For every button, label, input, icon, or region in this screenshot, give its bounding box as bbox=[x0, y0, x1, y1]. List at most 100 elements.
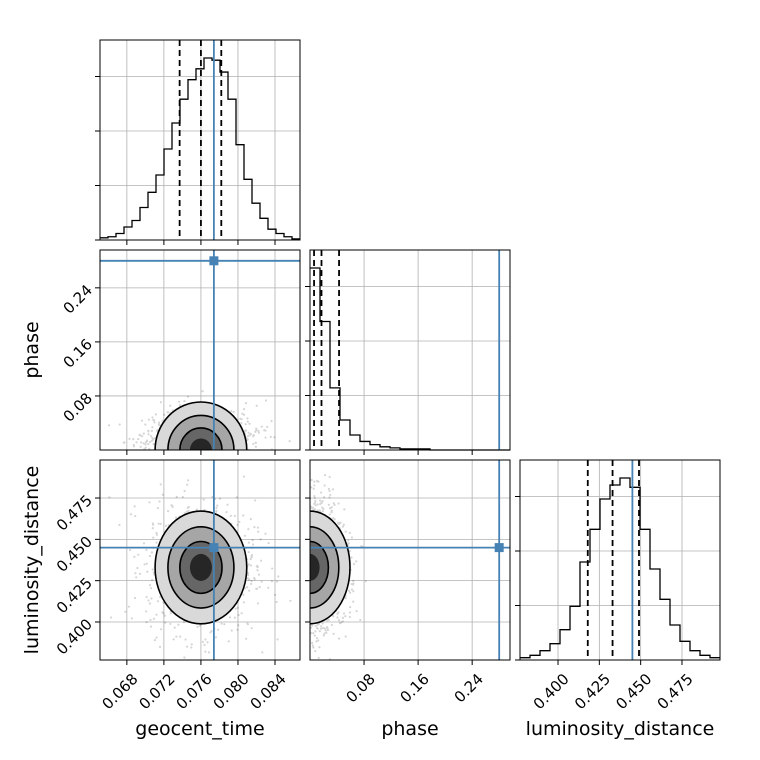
sample-point bbox=[202, 498, 205, 501]
sample-point bbox=[152, 536, 155, 539]
sample-point bbox=[143, 563, 146, 566]
sample-point bbox=[215, 506, 218, 510]
sample-point bbox=[350, 536, 354, 539]
sample-point bbox=[348, 615, 351, 619]
sample-point bbox=[128, 437, 131, 440]
sample-point bbox=[248, 422, 251, 425]
sample-point bbox=[337, 522, 340, 525]
x-tick-label: 0.08 bbox=[342, 670, 378, 706]
sample-point bbox=[240, 612, 243, 615]
sample-point bbox=[256, 565, 260, 569]
sample-point bbox=[256, 602, 260, 605]
sample-point bbox=[181, 495, 184, 499]
sample-point bbox=[142, 542, 146, 545]
sample-point bbox=[129, 513, 133, 516]
sample-point bbox=[153, 421, 156, 424]
x-axis-label: geocent_time bbox=[135, 718, 264, 740]
sample-point bbox=[316, 626, 319, 630]
x-tick-label: 0.475 bbox=[654, 670, 697, 713]
sample-point bbox=[249, 517, 252, 521]
sample-point bbox=[238, 520, 241, 523]
sample-point bbox=[328, 489, 331, 492]
density-contour bbox=[179, 540, 223, 595]
sample-point bbox=[317, 480, 320, 483]
sample-point bbox=[276, 638, 279, 641]
sample-point bbox=[183, 489, 186, 493]
sample-point bbox=[207, 651, 211, 654]
sample-point bbox=[171, 667, 173, 669]
sample-point bbox=[150, 439, 153, 442]
sample-point bbox=[158, 424, 161, 427]
sample-point bbox=[153, 639, 157, 642]
sample-point bbox=[233, 616, 236, 619]
density-blob bbox=[189, 553, 212, 581]
sample-point bbox=[174, 516, 178, 519]
sample-point bbox=[246, 420, 249, 423]
sample-point bbox=[257, 573, 261, 576]
sample-point bbox=[155, 533, 158, 536]
sample-point bbox=[349, 606, 352, 609]
sample-point bbox=[352, 590, 355, 593]
sample-point bbox=[151, 438, 155, 441]
sample-point bbox=[314, 649, 317, 653]
histogram-step bbox=[100, 57, 300, 240]
sample-point bbox=[155, 531, 158, 535]
sample-point bbox=[133, 555, 136, 559]
sample-point bbox=[264, 429, 267, 432]
sample-point bbox=[149, 587, 153, 590]
sample-point bbox=[240, 418, 243, 421]
sample-point bbox=[260, 425, 263, 428]
sample-point bbox=[166, 510, 170, 513]
sample-point bbox=[252, 434, 255, 437]
sample-point bbox=[179, 635, 182, 638]
sample-point bbox=[264, 532, 267, 535]
sample-point bbox=[169, 622, 172, 626]
truth-marker bbox=[209, 543, 219, 553]
sample-point bbox=[342, 612, 346, 615]
sample-point bbox=[326, 628, 330, 632]
sample-point bbox=[203, 643, 206, 646]
sample-point bbox=[328, 513, 331, 516]
sample-point bbox=[186, 483, 189, 486]
x-axis-label: phase bbox=[381, 718, 438, 740]
sample-point bbox=[147, 433, 150, 436]
density-blob bbox=[310, 553, 320, 581]
sample-point bbox=[255, 587, 259, 590]
sample-point bbox=[159, 483, 162, 486]
sample-point bbox=[317, 656, 320, 660]
sample-point bbox=[328, 475, 331, 479]
sample-point bbox=[330, 510, 333, 513]
sample-point bbox=[329, 506, 332, 510]
sample-point bbox=[338, 522, 341, 526]
sample-point bbox=[190, 646, 193, 649]
sample-point bbox=[163, 614, 166, 617]
y-tick-label: 0.08 bbox=[60, 389, 96, 425]
sample-point bbox=[344, 530, 347, 533]
sample-point bbox=[313, 502, 316, 505]
sample-point bbox=[149, 434, 153, 438]
sample-point bbox=[312, 646, 315, 649]
sample-point bbox=[187, 479, 190, 482]
sample-point bbox=[263, 429, 266, 432]
sample-point bbox=[270, 580, 274, 583]
x-tick-label: 0.068 bbox=[99, 670, 142, 713]
sample-point bbox=[247, 563, 250, 566]
scatter-panel-geocent_time-phase: 0.08 0.16 0.24 bbox=[60, 249, 301, 455]
sample-point bbox=[327, 487, 330, 490]
sample-point bbox=[256, 526, 260, 529]
sample-point bbox=[185, 510, 188, 513]
sample-point bbox=[210, 629, 213, 633]
sample-point bbox=[175, 635, 178, 638]
x-tick-label: 0.080 bbox=[210, 670, 253, 713]
sample-point bbox=[136, 566, 139, 570]
sample-point bbox=[250, 582, 253, 585]
sample-point bbox=[147, 442, 150, 446]
sample-point bbox=[139, 434, 142, 437]
sample-point bbox=[322, 634, 325, 637]
sample-point bbox=[310, 632, 313, 635]
sample-point bbox=[288, 440, 291, 443]
sample-point bbox=[140, 441, 143, 444]
sample-point bbox=[230, 409, 233, 413]
sample-point bbox=[340, 621, 343, 624]
sample-point bbox=[144, 423, 147, 426]
